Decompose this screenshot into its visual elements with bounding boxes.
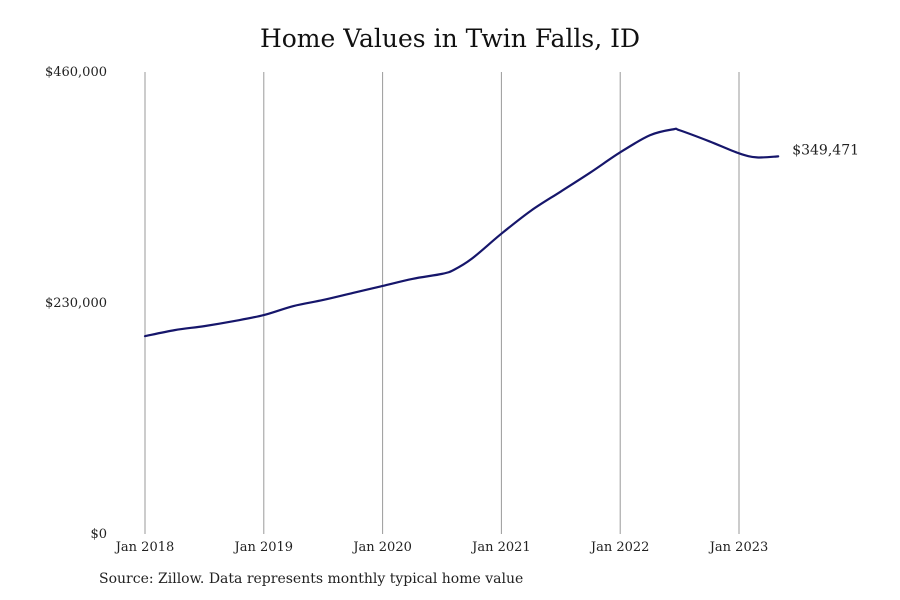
x-tick-label: Jan 2022: [589, 540, 650, 555]
x-tick-label: Jan 2023: [708, 540, 769, 555]
y-axis-ticks: $0 $230,000 $460,000: [45, 65, 107, 542]
x-tick-label: Jan 2021: [470, 540, 531, 555]
series-layer: [143, 127, 780, 338]
x-axis-ticks: Jan 2018 Jan 2019 Jan 2020 Jan 2021 Jan 2022…: [114, 540, 769, 555]
x-tick-label: Jan 2020: [351, 540, 412, 555]
source-note: Source: Zillow. Data represents monthly …: [99, 571, 524, 587]
y-tick-label: $460,000: [45, 65, 107, 80]
y-tick-label: $230,000: [45, 296, 107, 311]
y-tick-label: $0: [90, 527, 107, 542]
series-line-0: [143, 127, 780, 338]
x-tick-label: Jan 2019: [233, 540, 294, 555]
x-tick-label: Jan 2018: [114, 540, 175, 555]
chart-title: Home Values in Twin Falls, ID: [259, 24, 641, 53]
end-value-label: $349,471: [792, 142, 859, 158]
grid-lines: [144, 72, 740, 534]
